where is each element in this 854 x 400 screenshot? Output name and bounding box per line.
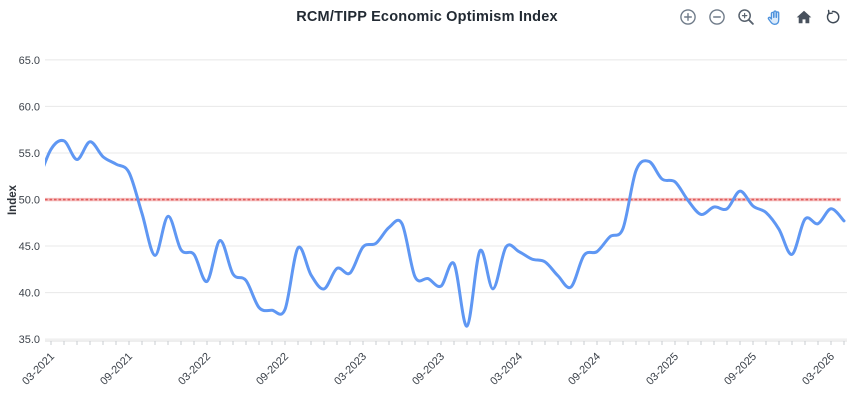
home-button[interactable] <box>793 6 815 28</box>
x-tick-label: 03-2023 <box>332 351 369 388</box>
reset-view-button[interactable] <box>822 6 844 28</box>
x-tick-label: 09-2025 <box>722 351 759 388</box>
zoom-out-icon <box>709 9 725 25</box>
x-tick-label: 03-2024 <box>488 351 525 388</box>
zoom-out-button[interactable] <box>706 6 728 28</box>
y-tick-label: 65.0 <box>19 55 40 67</box>
x-tick-label: 03-2022 <box>176 351 213 388</box>
y-tick-label: 50.0 <box>19 195 40 207</box>
chart-toolbar <box>677 6 844 28</box>
zoom-in-button[interactable] <box>677 6 699 28</box>
y-tick-label: 45.0 <box>19 241 40 253</box>
zoom-in-icon <box>680 9 696 25</box>
x-tick-label: 09-2021 <box>98 351 135 388</box>
y-tick-label: 40.0 <box>19 288 40 300</box>
home-icon <box>796 10 812 24</box>
y-tick-label: 55.0 <box>19 148 40 160</box>
optimism-index-series-line <box>45 138 846 328</box>
x-tick-label: 09-2024 <box>566 351 603 388</box>
x-tick-label: 03-2021 <box>20 351 57 388</box>
zoom-box-select-button[interactable] <box>735 6 757 28</box>
pan-button[interactable] <box>764 6 786 28</box>
reset-icon <box>826 9 840 24</box>
chart-title: RCM/TIPP Economic Optimism Index <box>296 9 558 25</box>
y-axis-title: Index <box>7 184 19 215</box>
magnifier-plus-icon <box>738 9 754 25</box>
x-tick-label: 03-2025 <box>644 351 681 388</box>
pan-hand-icon <box>767 9 780 25</box>
y-tick-label: 35.0 <box>19 334 40 346</box>
x-tick-label: 09-2022 <box>254 351 291 388</box>
y-tick-label: 60.0 <box>19 101 40 113</box>
x-tick-label: 03-2026 <box>800 351 837 388</box>
x-tick-label: 09-2023 <box>410 351 447 388</box>
